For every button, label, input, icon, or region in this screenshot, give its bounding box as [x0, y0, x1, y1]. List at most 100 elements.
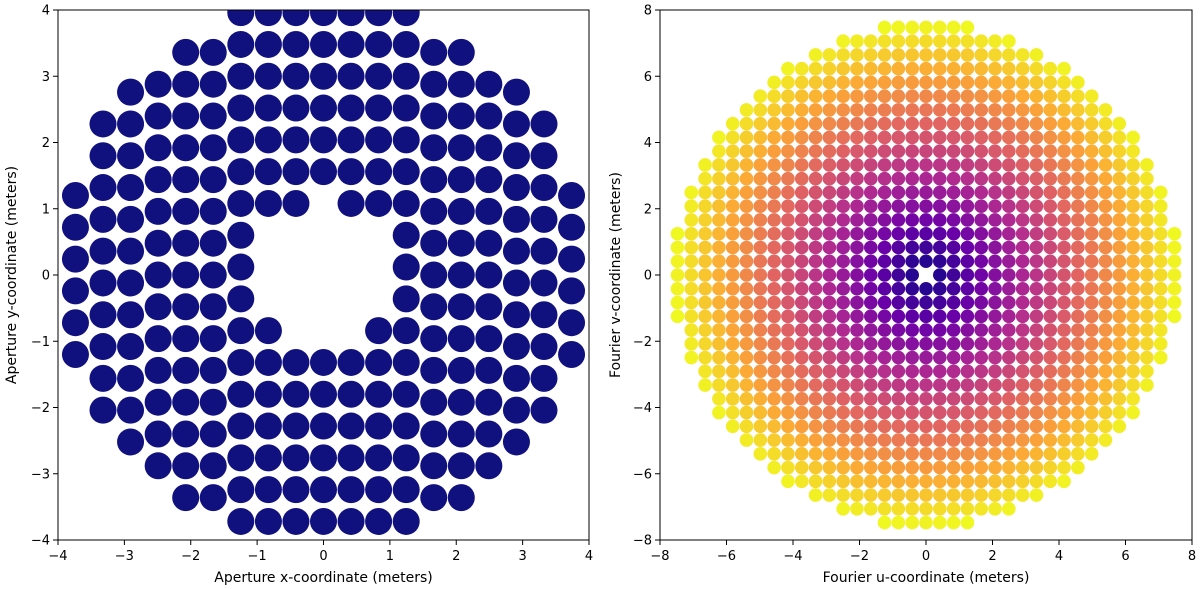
fourier-point: [836, 323, 850, 337]
fourier-point: [1029, 103, 1044, 117]
fourier-point: [1084, 364, 1099, 379]
fourier-point: [946, 34, 961, 48]
fourier-point: [1084, 433, 1099, 447]
fourier-point: [684, 226, 699, 241]
fourier-point: [1029, 213, 1044, 227]
fourier-point: [863, 474, 878, 489]
fourier-point: [1071, 268, 1085, 282]
aperture-point: [475, 70, 503, 98]
aperture-point: [558, 309, 586, 337]
fourier-point: [822, 309, 837, 324]
aperture-point: [502, 142, 530, 170]
x-tick-label: 4: [585, 549, 593, 564]
fourier-point: [1126, 336, 1140, 351]
fourier-point: [725, 378, 740, 392]
fourier-point: [891, 433, 906, 447]
aperture-point: [447, 261, 475, 289]
fourier-point: [1140, 185, 1154, 200]
fourier-point: [960, 474, 975, 489]
fourier-point: [767, 103, 781, 117]
fourier-point: [1015, 419, 1030, 434]
aperture-point: [89, 205, 117, 233]
fourier-point: [684, 281, 699, 296]
aperture-point: [447, 356, 475, 384]
fourier-point: [905, 323, 919, 337]
aperture-point: [61, 245, 89, 273]
x-tick-label: 2: [452, 549, 460, 564]
fourier-point: [822, 391, 837, 406]
fourier-point: [1112, 158, 1127, 172]
fourier-point: [1002, 199, 1016, 214]
fourier-point: [739, 350, 754, 365]
fourier-point: [808, 419, 823, 434]
fourier-point: [725, 240, 740, 255]
fourier-point: [933, 240, 947, 255]
fourier-point: [1029, 199, 1044, 214]
fourier-point: [725, 226, 740, 241]
fourier-point: [836, 199, 850, 214]
fourier-point: [1002, 391, 1016, 406]
fourier-point: [1098, 364, 1113, 379]
fourier-point: [891, 171, 906, 186]
fourier-point: [725, 309, 740, 324]
fourier-point: [1140, 378, 1154, 392]
fourier-point: [1084, 405, 1099, 420]
aperture-point: [392, 507, 420, 535]
fourier-point: [933, 61, 947, 76]
fourier-point: [1002, 213, 1016, 227]
fourier-point: [1126, 364, 1140, 379]
fourier-point: [1084, 254, 1099, 269]
fourier-point: [1084, 350, 1099, 365]
aperture-point: [475, 356, 503, 384]
fourier-point: [877, 116, 892, 131]
fourier-point: [960, 75, 975, 90]
aperture-point: [447, 229, 475, 257]
aperture-point: [447, 197, 475, 225]
fourier-point: [933, 419, 947, 434]
fourier-point: [988, 144, 1002, 159]
fourier-point: [739, 419, 754, 434]
aperture-point: [502, 333, 530, 361]
fourier-point: [988, 103, 1002, 117]
fourier-point: [1084, 240, 1099, 255]
fourier-point: [1043, 405, 1058, 420]
fourier-point: [1002, 61, 1016, 76]
fourier-point: [781, 446, 795, 461]
fourier-point: [891, 460, 906, 475]
fourier-point: [684, 350, 699, 365]
fourier-point: [1071, 89, 1085, 104]
fourier-point: [988, 89, 1002, 104]
fourier-point: [1126, 268, 1140, 282]
fourier-point: [753, 240, 768, 255]
fourier-point: [988, 34, 1002, 48]
fourier-point: [1002, 144, 1016, 159]
fourier-point: [863, 309, 878, 324]
fourier-point: [725, 254, 740, 269]
fourier-panel: −8 −6 −4 −2 0 2 4 6 8 −8 −6 −4 −2 0 2 4 6 8 Fourier u-coo…: [608, 4, 1196, 587]
aperture-point: [337, 158, 365, 186]
aperture-point: [392, 158, 420, 186]
fourier-point: [836, 488, 850, 502]
fourier-point: [905, 309, 919, 324]
fourier-point: [891, 130, 906, 145]
fourier-point: [850, 171, 864, 186]
fourier-point: [905, 254, 919, 269]
aperture-point: [475, 452, 503, 480]
aperture-point: [420, 229, 448, 257]
fourier-point: [822, 488, 837, 502]
aperture-point: [117, 174, 145, 202]
fourier-point: [919, 323, 933, 337]
fourier-point: [1057, 405, 1071, 420]
aperture-point: [61, 213, 89, 241]
fourier-point: [946, 116, 961, 131]
fourier-point: [863, 336, 878, 351]
fourier-point: [919, 488, 933, 502]
x-tick-label: 8: [1188, 549, 1196, 564]
fourier-point: [1043, 364, 1058, 379]
fourier-point: [712, 226, 726, 241]
fourier-point: [877, 144, 892, 159]
fourier-point: [1084, 199, 1099, 214]
fourier-point: [1071, 364, 1085, 379]
fourier-point: [767, 364, 781, 379]
fourier-point: [808, 48, 823, 62]
